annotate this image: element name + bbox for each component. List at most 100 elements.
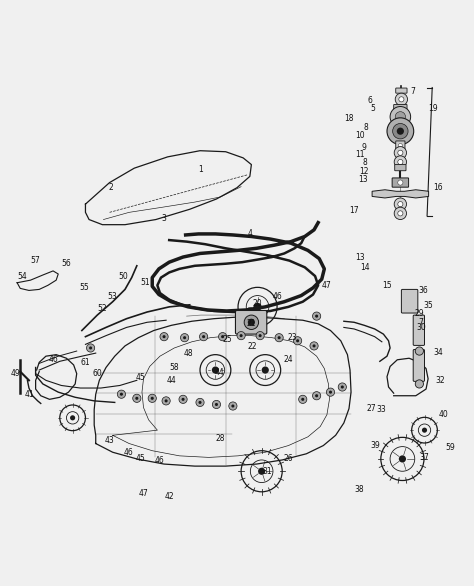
Circle shape [202, 335, 205, 338]
Circle shape [148, 394, 156, 403]
Text: 22: 22 [247, 342, 257, 352]
Circle shape [398, 211, 403, 216]
Circle shape [163, 335, 165, 338]
Circle shape [262, 366, 269, 374]
Text: 1: 1 [199, 165, 203, 174]
Text: 5: 5 [371, 104, 375, 113]
Text: 40: 40 [438, 410, 448, 419]
Circle shape [212, 400, 220, 408]
Text: 35: 35 [423, 301, 433, 311]
Circle shape [310, 342, 318, 350]
Circle shape [215, 403, 218, 406]
Text: 61: 61 [81, 358, 90, 367]
Text: 47: 47 [322, 281, 332, 290]
FancyBboxPatch shape [413, 349, 425, 381]
Text: 55: 55 [79, 284, 89, 292]
Circle shape [399, 97, 404, 102]
Circle shape [398, 159, 403, 165]
Circle shape [394, 207, 407, 220]
Text: 24: 24 [283, 355, 293, 364]
Circle shape [212, 366, 219, 374]
Text: 34: 34 [434, 347, 443, 356]
Text: 15: 15 [382, 281, 392, 290]
Text: 31: 31 [262, 467, 272, 476]
FancyBboxPatch shape [413, 315, 425, 345]
Text: 38: 38 [355, 485, 364, 494]
Text: 42: 42 [164, 492, 174, 502]
Polygon shape [372, 190, 428, 198]
FancyBboxPatch shape [394, 104, 407, 112]
Text: 39: 39 [371, 441, 381, 450]
Circle shape [182, 398, 184, 401]
Circle shape [390, 107, 410, 127]
Text: 56: 56 [62, 259, 71, 268]
Text: 13: 13 [356, 253, 365, 261]
Circle shape [387, 118, 414, 145]
Text: 11: 11 [356, 150, 365, 159]
Text: 36: 36 [418, 286, 428, 295]
Circle shape [422, 428, 427, 432]
Circle shape [312, 345, 316, 347]
Text: 59: 59 [445, 442, 455, 452]
Circle shape [399, 455, 406, 462]
Circle shape [329, 391, 332, 394]
Text: 32: 32 [435, 376, 445, 385]
Circle shape [415, 380, 423, 388]
Text: 27: 27 [367, 404, 376, 413]
Circle shape [254, 303, 262, 311]
Circle shape [162, 397, 170, 405]
FancyBboxPatch shape [236, 311, 267, 334]
Text: 46: 46 [48, 355, 58, 364]
FancyBboxPatch shape [396, 88, 407, 93]
Text: 6: 6 [367, 96, 372, 105]
Circle shape [151, 397, 154, 400]
Text: 52: 52 [98, 304, 107, 313]
Circle shape [301, 398, 304, 401]
Circle shape [415, 347, 423, 355]
Circle shape [196, 398, 204, 407]
Circle shape [231, 404, 235, 407]
Text: 4: 4 [247, 230, 252, 239]
Circle shape [237, 332, 245, 340]
Text: 8: 8 [363, 122, 368, 132]
Text: 26: 26 [283, 454, 293, 464]
Text: 33: 33 [376, 405, 386, 414]
Circle shape [278, 336, 281, 339]
Text: 14: 14 [361, 263, 370, 272]
Text: 45: 45 [136, 373, 146, 382]
Text: 21: 21 [246, 319, 256, 328]
Circle shape [135, 397, 138, 400]
Circle shape [244, 315, 259, 329]
Circle shape [293, 337, 302, 345]
FancyBboxPatch shape [401, 289, 418, 313]
Text: 12: 12 [360, 167, 369, 176]
Circle shape [299, 395, 307, 403]
Circle shape [397, 128, 404, 135]
Circle shape [398, 202, 403, 207]
Circle shape [89, 346, 92, 349]
Circle shape [248, 319, 255, 326]
Text: 16: 16 [434, 183, 443, 192]
Circle shape [229, 402, 237, 410]
Circle shape [183, 336, 186, 339]
Circle shape [312, 312, 321, 320]
Circle shape [394, 198, 407, 210]
Text: 3: 3 [162, 214, 166, 223]
Circle shape [256, 332, 264, 340]
Circle shape [120, 393, 123, 396]
Text: 13: 13 [358, 175, 368, 185]
Text: 48: 48 [183, 349, 193, 357]
Text: 53: 53 [108, 292, 118, 301]
Circle shape [258, 468, 265, 475]
Circle shape [394, 146, 407, 159]
Circle shape [398, 150, 403, 155]
Circle shape [395, 93, 408, 105]
Circle shape [117, 390, 126, 398]
Text: 37: 37 [419, 453, 429, 462]
Circle shape [327, 388, 335, 396]
Text: 29: 29 [415, 309, 424, 318]
Text: 9: 9 [362, 143, 367, 152]
Text: 30: 30 [416, 323, 426, 332]
Circle shape [392, 124, 408, 139]
FancyBboxPatch shape [396, 141, 405, 150]
